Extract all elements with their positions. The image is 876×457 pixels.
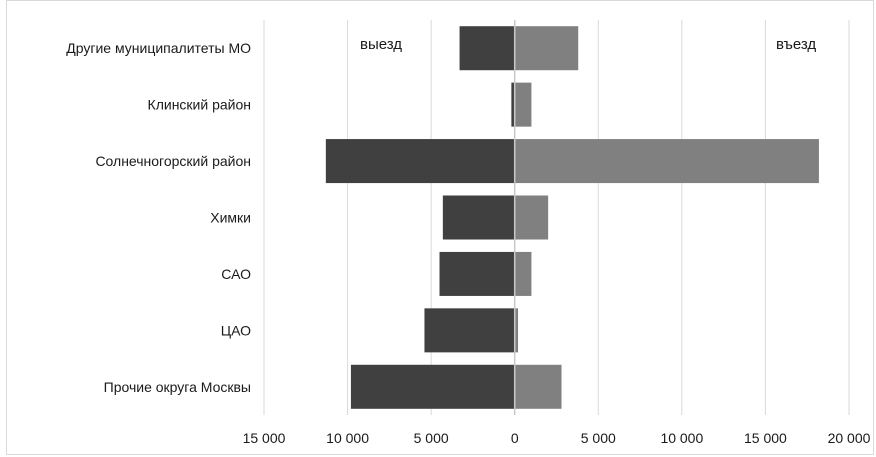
- category-label: Солнечногорский район: [95, 153, 251, 169]
- x-tick-label: 15 000: [744, 430, 787, 446]
- category-label: Прочие округа Москвы: [104, 379, 251, 395]
- x-tick-label: 20 000: [828, 430, 871, 446]
- bar-inflow-6: [514, 364, 562, 409]
- bar-inflow-0: [514, 26, 579, 71]
- bar-inflow-2: [514, 139, 819, 184]
- category-label: ЦАО: [221, 322, 251, 338]
- bar-outflow-3: [442, 195, 515, 240]
- gridlines: [263, 20, 850, 415]
- bar-outflow-4: [439, 251, 515, 296]
- bar-outflow-6: [350, 364, 515, 409]
- bar-outflow-2: [325, 139, 515, 184]
- annotation-left: выезд: [360, 36, 402, 53]
- category-label: САО: [221, 266, 251, 282]
- x-tick-label: 0: [511, 430, 519, 446]
- bar-outflow-1: [511, 82, 515, 127]
- x-tick-label: 5 000: [581, 430, 616, 446]
- category-label: Другие муниципалитеты МО: [66, 40, 251, 56]
- bar-inflow-5: [514, 308, 519, 353]
- bar-outflow-5: [424, 308, 515, 353]
- bars: [325, 20, 819, 415]
- bar-inflow-3: [514, 195, 549, 240]
- category-label: Химки: [210, 210, 251, 226]
- category-labels: Другие муниципалитеты МО Клинский район Со…: [66, 40, 251, 395]
- x-tick-label: 5 000: [414, 430, 449, 446]
- annotation-right: въезд: [776, 36, 816, 53]
- category-label: Клинский район: [148, 97, 251, 113]
- x-tick-label: 15 000: [243, 430, 286, 446]
- bar-inflow-4: [514, 251, 532, 296]
- x-tick-label: 10 000: [326, 430, 369, 446]
- x-axis-tick-labels: 15 000 10 000 5 000 0 5 000 10 000 15 000 20 00…: [243, 430, 871, 446]
- bar-inflow-1: [514, 82, 532, 127]
- x-tick-label: 10 000: [660, 430, 703, 446]
- bar-outflow-0: [459, 26, 515, 71]
